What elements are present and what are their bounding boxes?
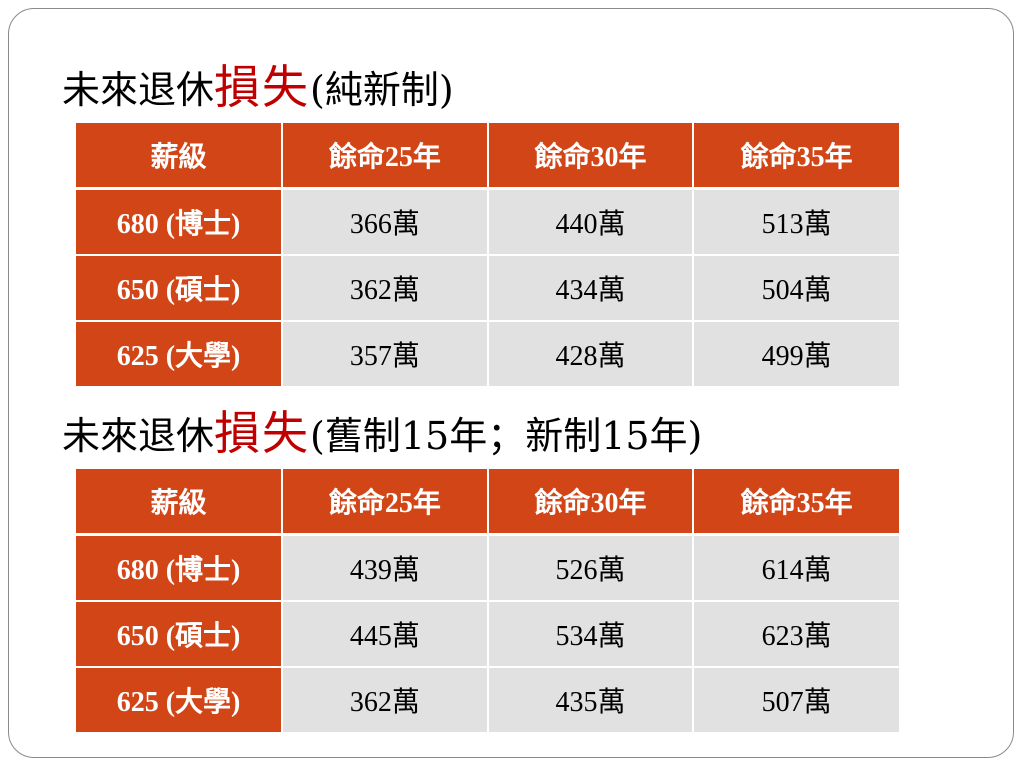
header-life-25: 餘命25年: [282, 469, 489, 536]
table-cell: 513萬: [693, 187, 899, 255]
section-2-title: 未來退休損失(舊制15年；新制15年): [62, 410, 702, 459]
table-row: 680 (博士) 439萬 526萬 614萬: [76, 533, 899, 601]
header-salary-grade: 薪級: [76, 469, 284, 536]
table-cell: 445萬: [282, 600, 489, 667]
header-life-25: 餘命25年: [282, 123, 489, 190]
section-1-title-highlight: 損失: [214, 60, 311, 114]
table-cell: 440萬: [487, 187, 695, 255]
row-label: 680 (博士): [76, 533, 284, 601]
table-cell: 504萬: [693, 254, 899, 321]
table-cell: 435萬: [487, 666, 695, 732]
table-cell: 507萬: [693, 666, 899, 732]
header-life-30: 餘命30年: [487, 469, 695, 536]
section-1-title-suffix: (純新制): [310, 68, 454, 112]
section-2-title-prefix: 未來退休: [62, 414, 215, 458]
table-cell: 499萬: [693, 320, 899, 386]
row-label: 625 (大學): [76, 320, 284, 386]
table-row: 625 (大學) 362萬 435萬 507萬: [76, 666, 899, 732]
row-label: 650 (碩士): [76, 254, 284, 321]
table-cell: 428萬: [487, 320, 695, 386]
table-cell: 434萬: [487, 254, 695, 321]
table-row: 650 (碩士) 445萬 534萬 623萬: [76, 600, 899, 667]
table-cell: 362萬: [282, 254, 489, 321]
table-cell: 439萬: [282, 533, 489, 601]
table-row: 680 (博士) 366萬 440萬 513萬: [76, 187, 899, 255]
header-life-35: 餘命35年: [693, 469, 899, 536]
table-cell: 366萬: [282, 187, 489, 255]
table-cell: 534萬: [487, 600, 695, 667]
table-row: 625 (大學) 357萬 428萬 499萬: [76, 320, 899, 386]
row-label: 625 (大學): [76, 666, 284, 732]
table-cell: 526萬: [487, 533, 695, 601]
header-life-30: 餘命30年: [487, 123, 695, 190]
table-cell: 623萬: [693, 600, 899, 667]
row-label: 680 (博士): [76, 187, 284, 255]
row-label: 650 (碩士): [76, 600, 284, 667]
header-life-35: 餘命35年: [693, 123, 899, 190]
loss-table-mixed-system: 薪級 餘命25年 餘命30年 餘命35年 680 (博士) 439萬 526萬 …: [76, 469, 899, 732]
table-row: 650 (碩士) 362萬 434萬 504萬: [76, 254, 899, 321]
section-1-title-prefix: 未來退休: [62, 68, 215, 112]
table-cell: 614萬: [693, 533, 899, 601]
loss-table-new-system: 薪級 餘命25年 餘命30年 餘命35年 680 (博士) 366萬 440萬 …: [76, 123, 899, 386]
section-2-title-highlight: 損失: [214, 406, 311, 460]
section-2-title-suffix: (舊制15年；新制15年): [310, 414, 703, 458]
table-cell: 357萬: [282, 320, 489, 386]
table-cell: 362萬: [282, 666, 489, 732]
table-header-row: 薪級 餘命25年 餘命30年 餘命35年: [76, 123, 899, 190]
section-1-title: 未來退休損失(純新制): [62, 64, 454, 113]
header-salary-grade: 薪級: [76, 123, 284, 190]
table-header-row: 薪級 餘命25年 餘命30年 餘命35年: [76, 469, 899, 536]
